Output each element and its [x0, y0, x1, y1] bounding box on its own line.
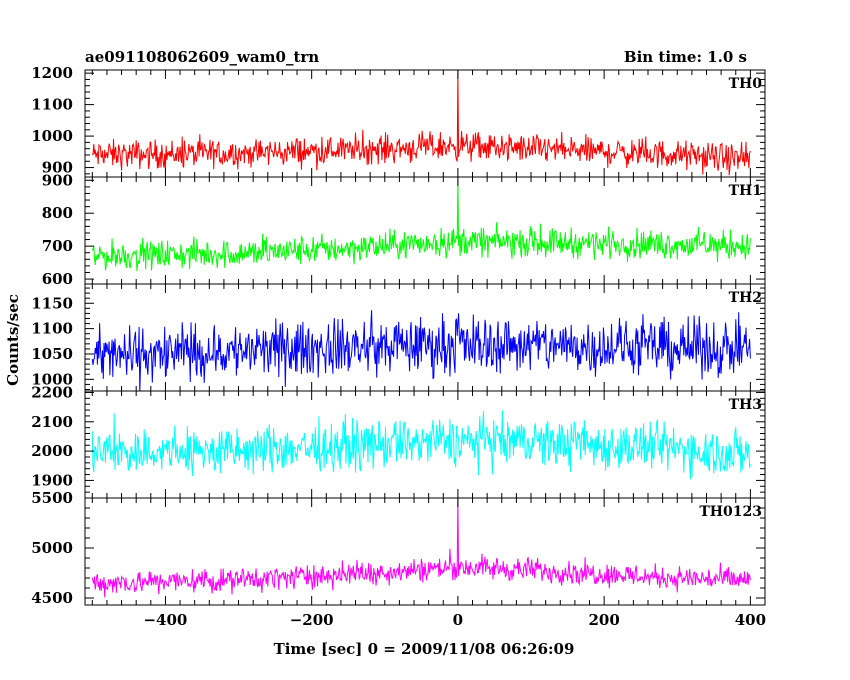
panel-label-th1: TH1 [729, 183, 762, 199]
y-tick-label: 1200 [31, 64, 73, 82]
x-tick-label: 0 [453, 611, 463, 629]
y-tick-label: 5000 [31, 539, 73, 557]
series-line-th0 [91, 70, 751, 176]
panel-frame [84, 497, 766, 606]
x-tick-label: 400 [735, 611, 766, 629]
series-line-th3 [91, 410, 751, 480]
y-tick-label: 2200 [31, 383, 73, 401]
panel-label-th0: TH0 [729, 76, 763, 92]
y-tick-label: 900 [42, 159, 73, 177]
y-tick-label: 1050 [31, 345, 73, 363]
y-tick-label: 2000 [31, 442, 73, 460]
y-tick-label: 800 [42, 204, 73, 222]
y-axis-title: Counts/sec [4, 294, 22, 386]
panel-th0: 900 1000 1100 1200 TH0 [31, 64, 766, 178]
y-tick-label: 900 [42, 171, 73, 189]
panel-th1: 600 700 800 900 TH1 [42, 171, 766, 288]
x-tick-label: −400 [143, 611, 187, 629]
series-line-th2 [91, 310, 751, 391]
panel-frame [84, 176, 766, 285]
series-line-th1 [91, 177, 751, 272]
panel-label-th0123: TH0123 [699, 504, 762, 520]
y-tick-label: 4500 [31, 589, 73, 607]
x-tick-label: −200 [290, 611, 334, 629]
y-tick-label: 1000 [31, 127, 73, 145]
panel-th3: 1900 2000 2100 2200 TH3 [31, 383, 766, 499]
y-tick-label: 1100 [31, 320, 73, 338]
panel-label-th2: TH2 [729, 290, 762, 306]
y-tick-label: 1100 [31, 96, 73, 114]
panel-frame [84, 69, 766, 178]
y-tick-label: 5500 [31, 489, 73, 507]
y-tick-label: 1000 [31, 370, 73, 388]
x-axis-title: Time [sec] 0 = 2009/11/08 06:26:09 [274, 640, 575, 658]
y-tick-label: 600 [42, 270, 73, 288]
y-tick-label: 2100 [31, 413, 73, 431]
y-tick-label: 1150 [31, 294, 73, 312]
panel-label-th3: TH3 [729, 397, 762, 413]
y-tick-label: 1900 [31, 471, 73, 489]
bin-time-label: Bin time: 1.0 s [624, 48, 747, 66]
panel-th0123: 4500 5000 5500 TH0123 [31, 489, 766, 607]
panel-th2: 1000 1050 1100 1150 TH2 [31, 283, 766, 392]
chart-title: ae091108062609_wam0_trn [85, 48, 319, 66]
series-line-th0123 [91, 498, 751, 598]
panel-stack: 900 1000 1100 1200 TH0 600 700 800 900 TH1 1000 105… [31, 64, 766, 629]
x-tick-label: 200 [588, 611, 619, 629]
y-tick-label: 700 [42, 237, 73, 255]
